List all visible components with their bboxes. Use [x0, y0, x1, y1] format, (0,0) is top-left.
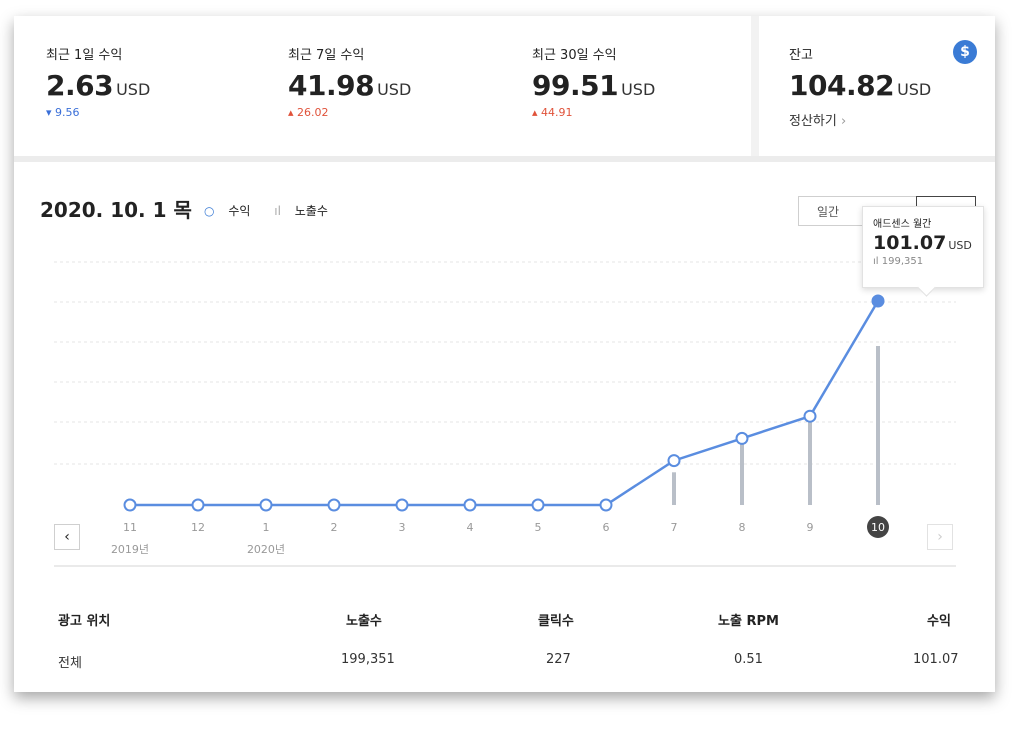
- x-tick-label: 3: [399, 521, 406, 534]
- selected-month-badge: [867, 516, 889, 538]
- stat-30day: 최근 30일 수익 99.51 USD ▴ 44.91: [532, 44, 655, 119]
- revenue-point: [327, 498, 341, 512]
- stat-balance: 잔고 104.82 USD 정산하기 ›: [789, 44, 931, 129]
- dashboard-card: 최근 1일 수익 2.63 USD ▾ 9.56 최근 7일 수익 41.98 US…: [14, 16, 995, 692]
- x-tick-label: 5: [535, 521, 542, 534]
- impression-bar: [672, 472, 676, 505]
- table-cell: 전체: [58, 656, 82, 671]
- legend-revenue[interactable]: ○ 수익: [204, 204, 251, 218]
- stat-value: 99.51 USD: [532, 69, 656, 102]
- x-tick-label: 10: [871, 521, 885, 534]
- table-header: 노출 RPM: [718, 614, 779, 629]
- stat-7day: 최근 7일 수익 41.98 USD ▴ 26.02: [288, 44, 411, 119]
- x-tick-label: 6: [603, 521, 610, 534]
- stat-change: ▴ 44.91: [532, 106, 573, 119]
- revenue-point: [531, 498, 545, 512]
- year-label: 2020년: [247, 543, 285, 556]
- revenue-point: [803, 409, 817, 423]
- divider: [14, 156, 995, 162]
- year-label: 2019년: [111, 543, 149, 556]
- arrow-down-icon: ▾: [46, 106, 52, 119]
- revenue-point: [259, 498, 273, 512]
- settle-link[interactable]: 정산하기 ›: [789, 114, 847, 129]
- arrow-up-icon: ▴: [532, 106, 538, 119]
- tooltip-value: 101.07 USD: [873, 232, 972, 254]
- table-cell: 199,351: [341, 652, 395, 667]
- revenue-line: [130, 300, 880, 507]
- chevron-right-icon: ›: [937, 529, 943, 545]
- revenue-point: [871, 294, 885, 308]
- impression-bar: [808, 412, 812, 505]
- revenue-point: [191, 498, 205, 512]
- table-cell: 0.51: [734, 652, 763, 667]
- balance-label: 잔고: [789, 48, 813, 63]
- x-tick-label: 1: [263, 521, 270, 534]
- selected-date: 2020. 10. 1 목: [40, 198, 192, 222]
- x-tick-label: 2: [331, 521, 338, 534]
- next-button[interactable]: ›: [927, 524, 953, 550]
- revenue-point: [123, 498, 137, 512]
- x-tick-label: 8: [739, 521, 746, 534]
- chevron-left-icon: ‹: [64, 529, 70, 545]
- stat-label: 최근 30일 수익: [532, 48, 617, 63]
- dollar-icon[interactable]: $: [953, 40, 977, 64]
- x-tick-label: 7: [671, 521, 678, 534]
- balance-value: 104.82 USD: [789, 69, 932, 102]
- revenue-point: [599, 498, 613, 512]
- table-cell: 227: [546, 652, 571, 667]
- revenue-point: [463, 498, 477, 512]
- chevron-right-icon: ›: [840, 114, 847, 129]
- x-tick-label: 11: [123, 521, 137, 534]
- legend-impressions[interactable]: ıl 노출수: [274, 204, 328, 218]
- arrow-up-icon: ▴: [288, 106, 294, 119]
- x-tick-label: 12: [191, 521, 205, 534]
- stat-value: 2.63 USD: [46, 69, 151, 102]
- table-header: 수익: [927, 614, 951, 629]
- bar-chart-icon: ıl: [873, 256, 879, 267]
- table-cell: 101.07: [913, 652, 959, 667]
- table-header: 노출수: [346, 614, 382, 629]
- stat-label: 최근 1일 수익: [46, 48, 123, 63]
- stat-1day: 최근 1일 수익 2.63 USD ▾ 9.56: [46, 44, 150, 119]
- table-header: 광고 위치: [58, 614, 111, 629]
- chart-tooltip: 애드센스 월간 101.07 USD ıl 199,351: [862, 206, 984, 297]
- x-tick-label: 4: [467, 521, 474, 534]
- revenue-point: [735, 431, 749, 445]
- tooltip-impressions: ıl 199,351: [873, 256, 924, 267]
- bar-chart-icon: ıl: [274, 204, 281, 218]
- stat-label: 최근 7일 수익: [288, 48, 365, 63]
- daily-button[interactable]: 일간: [798, 196, 858, 226]
- circle-icon: ○: [204, 204, 215, 218]
- summary-bar: 최근 1일 수익 2.63 USD ▾ 9.56 최근 7일 수익 41.98 US…: [14, 16, 995, 156]
- stat-change: ▴ 26.02: [288, 106, 329, 119]
- stat-change: ▾ 9.56: [46, 106, 80, 119]
- stat-value: 41.98 USD: [288, 69, 412, 102]
- balance-box: 잔고 104.82 USD 정산하기 › $: [759, 16, 995, 156]
- x-tick-label: 9: [807, 521, 814, 534]
- tooltip-title: 애드센스 월간: [873, 219, 932, 230]
- revenue-point: [395, 498, 409, 512]
- table-header: 클릭수: [538, 614, 574, 629]
- chart-legend: ○ 수익 ıl 노출수: [204, 202, 348, 219]
- impression-bar: [740, 438, 744, 505]
- revenue-stats: 최근 1일 수익 2.63 USD ▾ 9.56 최근 7일 수익 41.98 US…: [14, 16, 751, 156]
- prev-button[interactable]: ‹: [54, 524, 80, 550]
- revenue-point: [667, 454, 681, 468]
- impression-bar: [876, 346, 880, 505]
